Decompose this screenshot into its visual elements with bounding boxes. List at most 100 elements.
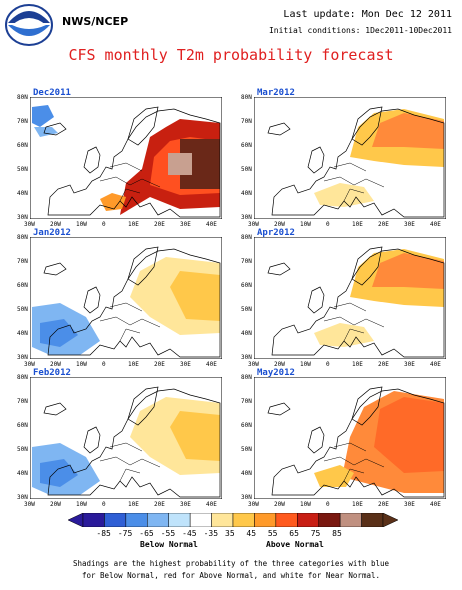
colorbar-tick-label: -45 [182,529,197,538]
lon-tick-label: 20W [50,501,61,508]
colorbar-segment [147,513,169,527]
lat-tick-label: 50N [241,446,252,453]
colorbar-segment [211,513,234,527]
lat-tick-label: 80N [241,374,252,381]
lon-tick-label: 40E [206,501,217,508]
lon-tick-label: 20E [154,361,165,368]
lat-tick-label: 60N [241,142,252,149]
lon-tick-label: 20E [378,221,389,228]
lat-tick-label: 60N [241,282,252,289]
lat-tick-label: 50N [241,166,252,173]
lon-tick-label: 20E [378,501,389,508]
map-apr2012 [254,237,446,359]
panel-title: Apr2012 [257,228,295,238]
colorbar-tick-label: 45 [246,529,257,538]
map-jan2012 [30,237,222,359]
lat-tick-label: 70N [241,398,252,405]
lat-tick-label: 30N [17,214,28,221]
colorbar-tick-label: -35 [203,529,219,538]
last-update: Last update: Mon Dec 12 2011 [283,9,452,20]
colorbar-tick-label: -55 [160,529,176,538]
lon-tick-label: 10E [128,501,139,508]
colorbar-tick-label: 75 [310,529,321,538]
panel-title: May2012 [257,368,295,378]
panel-apr2012: Apr2012 80N 70N 60N 50N 40N 30N 30W 20W 10W 0 10E 2… [241,228,446,374]
lat-tick-label: 60N [17,282,28,289]
panel-title: Dec2011 [33,88,71,98]
noaa-logo [5,4,53,46]
lon-tick-label: 0 [102,501,106,508]
lon-tick-label: 20E [378,361,389,368]
lon-tick-label: 40E [430,501,441,508]
lat-tick-label: 50N [17,166,28,173]
colorbar-segment [297,513,319,527]
lon-tick-label: 10E [128,221,139,228]
lon-tick-label: 30W [248,221,259,228]
lon-tick-label: 40E [430,221,441,228]
footnote-line-2: for Below Normal, red for Above Normal, … [81,571,380,580]
lon-tick-label: 10W [300,501,311,508]
lat-tick-label: 30N [241,214,252,221]
lon-tick-label: 10E [352,361,363,368]
panel-jan2012: Jan2012 80N 70N 60N 50N 40N 30N 30W 20W 10W 0 10E 2… [17,228,222,374]
lon-tick-label: 30W [24,501,35,508]
lon-tick-label: 30W [24,361,35,368]
lat-tick-label: 50N [241,306,252,313]
colorbar-segment [82,513,105,527]
lat-tick-label: 30N [241,354,252,361]
lat-tick-label: 80N [17,94,28,101]
colorbar-segment [275,513,298,527]
panel-title: Jan2012 [33,228,71,238]
lat-tick-label: 30N [241,494,252,501]
panel-dec2011: Dec2011 80N 70N 60N 50N 40N 30N 30W 20W 10W 0 10E 2… [17,88,222,234]
colorbar-right-arrow [382,513,398,527]
lon-tick-label: 30E [180,361,191,368]
lon-tick-label: 0 [102,221,106,228]
lon-tick-label: 20W [274,361,285,368]
colorbar-segment [104,513,127,527]
panel-title: Feb2012 [33,368,71,378]
colorbar-segment [318,513,341,527]
lon-tick-label: 20W [274,221,285,228]
lat-tick-label: 80N [241,94,252,101]
colorbar-segment [254,513,277,527]
colorbar-segment [232,513,255,527]
lat-tick-label: 80N [17,374,28,381]
lat-tick-label: 60N [241,422,252,429]
colorbar-tick-label: 55 [267,529,278,538]
footnote-line-1: Shadings are the highest probability of … [72,559,390,568]
above-normal-label: Above Normal [266,540,324,549]
lon-tick-label: 10W [300,221,311,228]
map-dec2011 [30,97,222,219]
lat-tick-label: 70N [241,258,252,265]
lon-tick-label: 10E [352,501,363,508]
panel-title: Mar2012 [257,88,295,98]
lat-tick-label: 70N [17,118,28,125]
page-title: CFS monthly T2m probability forecast [68,46,394,64]
colorbar-tick-label: -75 [117,529,133,538]
lon-tick-label: 40E [206,221,217,228]
lat-tick-label: 40N [241,330,252,337]
lat-tick-label: 70N [17,258,28,265]
lon-tick-label: 40E [430,361,441,368]
colorbar-tick-label: 85 [332,529,342,538]
lon-tick-label: 0 [326,361,330,368]
colorbar-tick-label: 65 [289,529,299,538]
lon-tick-label: 0 [326,501,330,508]
colorbar-segment [125,513,148,527]
lon-tick-label: 30E [180,501,191,508]
lon-tick-label: 0 [326,221,330,228]
lat-tick-label: 70N [17,398,28,405]
below-normal-label: Below Normal [140,540,198,549]
colorbar-segment [189,513,212,527]
lat-tick-label: 50N [17,306,28,313]
colorbar-tick-label: 35 [225,529,235,538]
lon-tick-label: 0 [102,361,106,368]
lon-tick-label: 30E [404,221,415,228]
lat-tick-label: 40N [17,330,28,337]
map-feb2012 [30,377,222,499]
lat-tick-label: 40N [241,470,252,477]
lat-tick-label: 40N [17,190,28,197]
lat-tick-label: 30N [17,354,28,361]
lon-tick-label: 10W [76,221,87,228]
